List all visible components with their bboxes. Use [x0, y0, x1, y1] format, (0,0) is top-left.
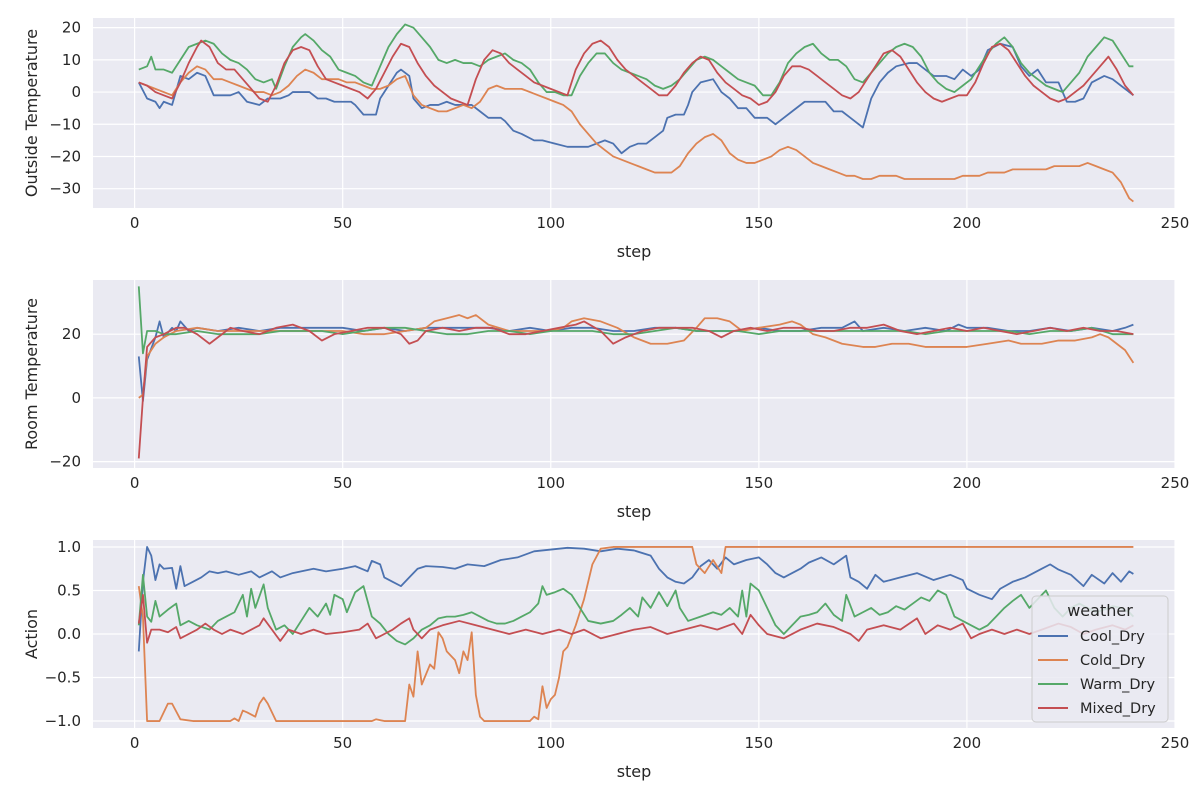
- legend-entry: Mixed_Dry: [1080, 701, 1156, 717]
- plot-area: [93, 280, 1175, 468]
- y-tick-label: 10: [62, 51, 81, 69]
- y-tick-label: 20: [62, 19, 81, 37]
- x-axis-label: step: [617, 502, 652, 521]
- series-line-cool-dry: [137, 42, 1134, 155]
- subplot-2: 0 50 100 150 200 250 −20 0 20 step Room Temperatur…: [22, 280, 1189, 521]
- x-tick-label: 250: [1161, 214, 1190, 232]
- x-axis-label: step: [617, 242, 652, 261]
- legend-title: weather: [1067, 601, 1133, 620]
- legend-box: [1031, 595, 1169, 723]
- x-tick-label: 0: [130, 214, 140, 232]
- y-tick-label: 0.5: [57, 581, 81, 599]
- x-tick-label: 0: [130, 734, 140, 752]
- legend-entry: Warm_Dry: [1080, 677, 1156, 693]
- y-tick-label: −20: [49, 147, 81, 165]
- x-axis-label: step: [617, 762, 652, 781]
- y-axis-label: Room Temperature: [22, 298, 41, 450]
- x-tick-label: 150: [745, 214, 774, 232]
- subplot-1: 0 50 100 150 200 250 −30 −20 −10 0 10 20 step Outside…: [22, 18, 1189, 261]
- series-line-warm-dry: [137, 573, 1135, 646]
- series-line-cold-dry: [138, 65, 1134, 203]
- legend-entry: Cool_Dry: [1080, 629, 1145, 645]
- x-tick-label: 50: [333, 734, 352, 752]
- y-tick-label: −20: [49, 453, 81, 471]
- series-line-cool-dry: [137, 546, 1134, 652]
- y-tick-label: 0: [71, 83, 81, 101]
- y-tick-label: −10: [49, 115, 81, 133]
- plot-area: [93, 18, 1175, 208]
- x-tick-label: 150: [745, 734, 774, 752]
- x-tick-label: 100: [536, 214, 565, 232]
- y-axis-label: Outside Temperature: [22, 29, 41, 197]
- x-tick-label: 50: [333, 214, 352, 232]
- x-tick-label: 200: [953, 734, 982, 752]
- x-tick-label: 100: [536, 734, 565, 752]
- x-tick-label: 150: [745, 474, 774, 492]
- y-tick-label: 1.0: [57, 538, 81, 556]
- y-tick-label: −1.0: [45, 712, 81, 730]
- y-tick-label: −30: [49, 180, 81, 198]
- y-tick-label: −0.5: [45, 669, 81, 687]
- x-tick-label: 250: [1161, 734, 1190, 752]
- series-line-mixed-dry: [137, 320, 1134, 459]
- x-tick-label: 50: [333, 474, 352, 492]
- legend: weather Cool_Dry Cold_Dry Warm_Dry Mixed_Dry: [1031, 595, 1169, 723]
- x-tick-label: 200: [953, 214, 982, 232]
- x-tick-label: 250: [1161, 474, 1190, 492]
- y-axis-label: Action: [22, 609, 41, 659]
- series-line-cold-dry: [137, 546, 1134, 722]
- legend-entry: Cold_Dry: [1080, 653, 1146, 669]
- y-tick-label: 20: [62, 325, 81, 343]
- series-line-mixed-dry: [137, 593, 1134, 644]
- x-tick-label: 200: [953, 474, 982, 492]
- x-tick-label: 100: [536, 474, 565, 492]
- y-tick-label: 0: [71, 389, 81, 407]
- series-line-mixed-dry: [138, 39, 1135, 106]
- y-tick-label: 0.0: [57, 625, 81, 643]
- x-tick-label: 0: [130, 474, 140, 492]
- subplot-3: 0 50 100 150 200 250 −1.0 −0.5 0.0 0.5 1.0 step Acti…: [22, 538, 1189, 781]
